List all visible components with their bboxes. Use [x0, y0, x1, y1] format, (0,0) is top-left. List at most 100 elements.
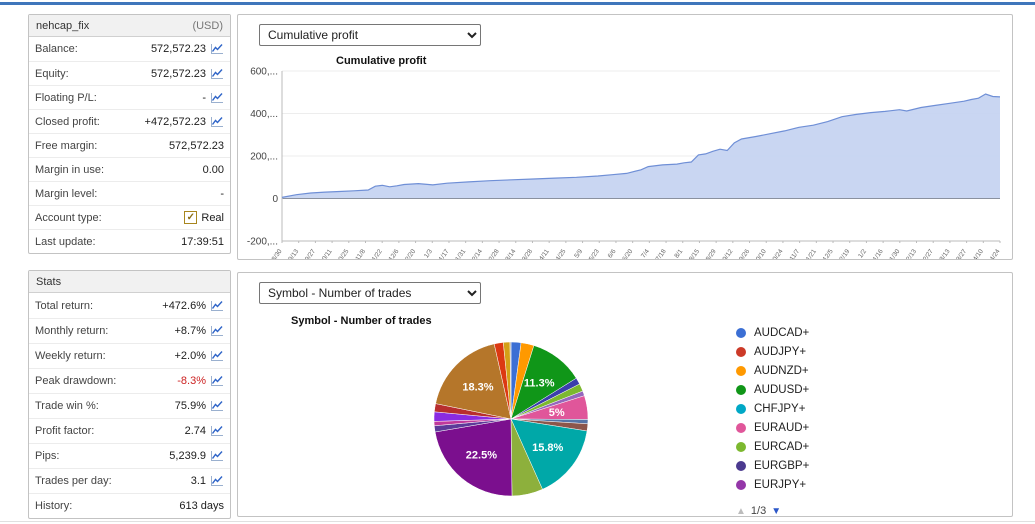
svg-text:1/16: 1/16 [872, 248, 885, 259]
pie-slice [510, 418, 588, 490]
stats-row: Profit factor: 2.74 [29, 418, 230, 443]
svg-text:10/25: 10/25 [335, 248, 350, 259]
row-label: Pips: [35, 450, 60, 462]
legend-color-dot [736, 422, 746, 433]
svg-text:12/5: 12/5 [822, 248, 835, 259]
stats-row: Trades per day: 3.1 [29, 468, 230, 493]
row-value: - [220, 187, 224, 200]
svg-text:12/19: 12/19 [836, 248, 851, 259]
pie-slice-label: 11.3% [524, 377, 555, 389]
row-label: Peak drawdown: [35, 375, 117, 387]
row-value: 5,239.9 [169, 450, 206, 462]
stats-title: Stats [36, 275, 62, 288]
chart-link-icon[interactable] [210, 300, 224, 312]
svg-text:9/13: 9/13 [287, 248, 300, 259]
svg-text:11/22: 11/22 [369, 248, 384, 259]
chart-link-icon[interactable] [210, 116, 224, 128]
svg-text:8/29: 8/29 [705, 248, 718, 259]
chart-link-icon[interactable] [210, 400, 224, 412]
chart-type-select[interactable]: Cumulative profit [259, 24, 481, 46]
account-row: Balance: 572,572.23 [29, 37, 230, 61]
svg-text:600,...: 600,... [250, 67, 278, 78]
legend-color-dot [736, 479, 746, 490]
svg-text:3/14: 3/14 [504, 248, 517, 259]
svg-text:5/23: 5/23 [588, 248, 601, 259]
legend-item: EURJPY+ [736, 475, 809, 494]
account-row: Free margin: 572,572.23 [29, 133, 230, 157]
legend-item: CHFJPY+ [736, 399, 809, 418]
stats-row: Trade win %: 75.9% [29, 393, 230, 418]
legend-label: EURCAD+ [754, 440, 810, 453]
chart-link-icon[interactable] [210, 425, 224, 437]
row-label: Profit factor: [35, 425, 95, 437]
svg-text:2/28: 2/28 [488, 248, 501, 259]
left-sidebar: nehcap_fix (USD) Balance: 572,572.23 Equit… [28, 14, 231, 519]
account-row: Equity: 572,572.23 [29, 61, 230, 85]
pie-chart-title: Symbol - Number of trades [291, 315, 432, 327]
account-rows: Balance: 572,572.23 Equity: 572,572.23 Float… [29, 37, 230, 253]
svg-text:0: 0 [272, 194, 278, 205]
chart-link-icon[interactable] [210, 450, 224, 462]
stats-rows: Total return: +472.6% Monthly return: +8.7%… [29, 293, 230, 518]
legend-item: AUDJPY+ [736, 342, 809, 361]
svg-text:12/20: 12/20 [402, 248, 417, 259]
row-label: Floating P/L: [35, 91, 97, 104]
svg-text:5/9: 5/9 [573, 248, 584, 259]
row-value: 2.74 [184, 425, 206, 437]
account-row: Margin level: - [29, 181, 230, 205]
row-value: 613 days [179, 500, 224, 512]
svg-text:8/30: 8/30 [271, 248, 284, 259]
account-name: nehcap_fix [36, 19, 90, 32]
bottom-divider [0, 521, 1035, 522]
legend-label: EURGBP+ [754, 459, 810, 472]
row-value: 572,572.23 [150, 67, 206, 80]
legend-label: EURJPY+ [754, 478, 807, 491]
row-value: 3.1 [190, 475, 206, 487]
chart-link-icon[interactable] [210, 475, 224, 487]
row-label: Trades per day: [35, 475, 112, 487]
legend-item: AUDCAD+ [736, 323, 809, 342]
row-label: Free margin: [35, 139, 98, 152]
row-label: Account type: [35, 211, 102, 224]
legend-color-dot [736, 384, 746, 395]
svg-text:1/17: 1/17 [438, 248, 451, 259]
pie-slice-label: 22.5% [466, 450, 497, 462]
svg-text:10/24: 10/24 [769, 248, 784, 259]
row-value: 572,572.23 [168, 139, 224, 152]
svg-text:3/28: 3/28 [521, 248, 534, 259]
svg-text:400,...: 400,... [250, 109, 278, 120]
svg-text:1/2: 1/2 [857, 248, 868, 259]
stats-panel-header: Stats [29, 271, 230, 293]
svg-text:11/21: 11/21 [803, 248, 818, 259]
svg-text:10/11: 10/11 [319, 248, 334, 259]
svg-text:200,...: 200,... [250, 152, 278, 163]
chart-link-icon[interactable] [210, 68, 224, 80]
chart-link-icon[interactable] [210, 325, 224, 337]
account-row: Closed profit: +472,572.23 [29, 109, 230, 133]
chart-link-icon[interactable] [210, 350, 224, 362]
row-label: Trade win %: [35, 400, 99, 412]
legend-page-down-icon[interactable]: ▼ [771, 505, 782, 517]
chart-link-icon[interactable] [210, 375, 224, 387]
row-value: Real [201, 211, 224, 224]
pie-legend: AUDCAD+ AUDJPY+ AUDNZD+ AUDUSD+ CHFJPY+ EURAU… [736, 323, 809, 494]
svg-text:2/14: 2/14 [471, 248, 484, 259]
chart-link-icon[interactable] [210, 92, 224, 104]
svg-text:11/8: 11/8 [354, 248, 367, 259]
legend-color-dot [736, 403, 746, 414]
symbol-trades-pie-chart: 11.3% 5% 15.8% 22.5% 18.3% [433, 341, 589, 497]
legend-item: EURGBP+ [736, 456, 809, 475]
svg-text:1/31: 1/31 [454, 248, 467, 259]
row-label: Weekly return: [35, 350, 106, 362]
chart-link-icon[interactable] [210, 43, 224, 55]
svg-text:9/27: 9/27 [304, 248, 317, 259]
symbol-trades-panel: Symbol - Number of trades Symbol - Numbe… [237, 272, 1013, 517]
legend-label: EURAUD+ [754, 421, 810, 434]
svg-text:-200,...: -200,... [247, 237, 278, 248]
legend-item: EURAUD+ [736, 418, 809, 437]
svg-text:9/12: 9/12 [721, 248, 734, 259]
legend-page-up-icon[interactable]: ▲ [736, 505, 746, 517]
pie-type-select[interactable]: Symbol - Number of trades [259, 282, 481, 304]
stats-panel: Stats Total return: +472.6% Monthly return… [28, 270, 231, 519]
real-account-checkbox[interactable]: ✓ [184, 211, 198, 224]
